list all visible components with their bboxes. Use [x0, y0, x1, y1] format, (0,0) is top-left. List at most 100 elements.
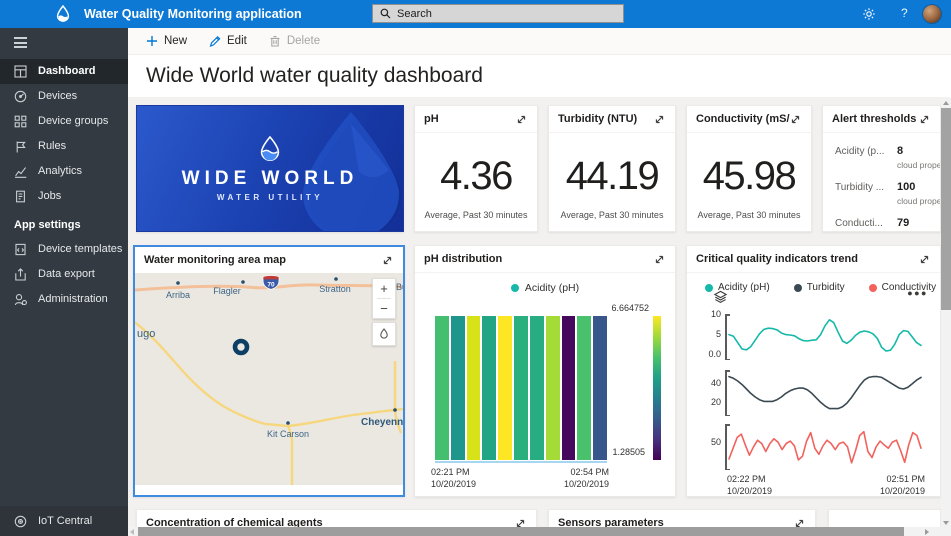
kpi-tile-conductivity[interactable]: Conductivity (mS/... 45.98 Average, Past… [686, 105, 812, 232]
map-location-control[interactable] [372, 322, 396, 346]
top-app-bar: Water Quality Monitoring application Sea… [0, 0, 951, 28]
sidebar-item-device-templates[interactable]: Device templates [0, 237, 128, 262]
scroll-down-icon[interactable] [943, 521, 949, 525]
sidebar-item-data-export[interactable]: Data export [0, 262, 128, 287]
alert-value: 100 [897, 181, 916, 193]
page-header: Wide World water quality dashboard [128, 55, 951, 97]
sidebar-item-administration[interactable]: Administration [0, 287, 128, 312]
sidebar-item-rules[interactable]: Rules [0, 134, 128, 159]
sidebar-item-analytics[interactable]: Analytics [0, 159, 128, 184]
expand-icon[interactable] [919, 254, 931, 265]
scroll-right-icon[interactable] [925, 528, 929, 535]
heatmap-bar [514, 316, 528, 460]
device-templates-icon [14, 243, 27, 256]
kpi-value: 4.36 [440, 154, 513, 198]
edit-button[interactable]: Edit [209, 35, 247, 47]
search-icon [380, 8, 391, 19]
scroll-left-icon[interactable] [130, 528, 134, 535]
turbidity-mini-chart: 40 20 [695, 368, 934, 418]
vertical-scrollbar[interactable] [941, 97, 951, 536]
expand-icon[interactable] [794, 518, 806, 529]
expand-icon[interactable] [382, 255, 394, 266]
dashboard-icon [14, 64, 27, 78]
horizontal-scrollbar[interactable] [128, 527, 941, 536]
sidebar-item-label: Data export [38, 268, 95, 280]
app-logo-drop-icon [56, 5, 70, 22]
app-title: Water Quality Monitoring application [84, 7, 302, 21]
tile-title: Sensors parameters [558, 517, 664, 529]
expand-icon[interactable] [654, 114, 666, 125]
kpi-footer: Average, Past 30 minutes [424, 210, 528, 220]
alert-thresholds-tile[interactable]: Alert thresholds Acidity (p... 8 cloud p… [822, 105, 941, 232]
map-marker[interactable] [232, 338, 250, 356]
logo-line2: WATER UTILITY [216, 193, 324, 202]
horizontal-scroll-thumb[interactable] [138, 527, 904, 536]
ph-distribution-tile[interactable]: pH distribution Acidity (pH) 02:21 PM 10/… [414, 245, 676, 497]
kpi-footer: Average, Past 30 minutes [697, 210, 801, 220]
x-axis-end: 02:51 PM 10/20/2019 [879, 474, 925, 496]
sidebar-item-label: Device groups [38, 115, 109, 127]
map-label-cheyenne: Cheyenn [361, 417, 403, 428]
settings-gear-icon[interactable] [862, 7, 876, 21]
scroll-up-icon[interactable] [943, 101, 949, 105]
heatmap-bars [435, 316, 607, 460]
help-button[interactable]: ? [901, 6, 908, 20]
zoom-out-button[interactable]: − [380, 301, 388, 316]
expand-icon[interactable] [516, 114, 528, 125]
alert-row: Acidity (p... 8 cloud property [835, 146, 940, 171]
dashboard-canvas: WIDE WORLD WATER UTILITY pH 4.36 Average… [128, 97, 941, 536]
more-options-button[interactable]: ●●● [907, 288, 928, 298]
scale-min-label: 1.28505 [612, 447, 645, 457]
sidebar-item-device-groups[interactable]: Device groups [0, 109, 128, 134]
sidebar-item-label: Jobs [38, 190, 62, 202]
search-placeholder: Search [397, 7, 432, 20]
trend-tile[interactable]: Critical quality indicators trend Acidit… [686, 245, 941, 497]
vertical-scroll-thumb[interactable] [941, 108, 951, 310]
sidebar-item-label: Devices [38, 90, 78, 102]
alert-label: Acidity (p... [835, 146, 885, 157]
tile-title: pH [424, 113, 439, 125]
hamburger-menu-icon[interactable] [0, 28, 128, 59]
kpi-tile-turbidity[interactable]: Turbidity (NTU) 44.19 Average, Past 30 m… [548, 105, 676, 232]
expand-icon[interactable] [654, 254, 666, 265]
logo-lockup: WIDE WORLD WATER UTILITY [182, 135, 359, 202]
y-tick: 5 [715, 329, 721, 339]
x-axis-start: 02:21 PM 10/20/2019 [431, 467, 477, 489]
expand-icon[interactable] [515, 518, 527, 529]
new-button[interactable]: New [146, 35, 187, 47]
layers-icon[interactable] [713, 290, 728, 305]
search-input[interactable]: Search [372, 4, 624, 23]
shield-number: 70 [267, 281, 275, 288]
kpi-tile-ph[interactable]: pH 4.36 Average, Past 30 minutes [414, 105, 538, 232]
expand-icon[interactable] [790, 114, 802, 125]
legend-label: Conductivity [881, 282, 937, 293]
tile-title: Conductivity (mS/... [696, 113, 790, 125]
heatmap-bar [498, 316, 513, 460]
legend-label: Turbidity [806, 282, 845, 293]
sidebar-item-dashboard[interactable]: Dashboard [0, 58, 128, 84]
pencil-icon [209, 35, 221, 47]
y-tick: 50 [710, 437, 721, 447]
x-axis-end: 02:54 PM 10/20/2019 [563, 467, 609, 489]
expand-icon[interactable] [919, 114, 931, 125]
logo-line1: WIDE WORLD [181, 168, 359, 189]
heatmap-bar [450, 316, 465, 460]
sidebar-item-devices[interactable]: Devices [0, 84, 128, 109]
legend-dot [868, 283, 877, 292]
map-label-arriba: Arriba [166, 290, 190, 300]
legend-label: Acidity (pH) [524, 282, 580, 294]
user-avatar[interactable] [922, 4, 942, 24]
alert-label: Conducti... [835, 218, 883, 229]
sidebar-item-jobs[interactable]: Jobs [0, 184, 128, 209]
edit-button-label: Edit [227, 35, 247, 47]
y-tick: 40 [710, 378, 721, 388]
logo-tile[interactable]: WIDE WORLD WATER UTILITY [136, 105, 404, 232]
zoom-in-button[interactable]: + [380, 281, 388, 296]
map-tile[interactable]: Water monitoring area map Arriba Flagler… [133, 245, 405, 497]
scale-max-label: 6.664752 [611, 303, 649, 313]
delete-button[interactable]: Delete [269, 35, 320, 47]
alert-sub: cloud property [897, 196, 941, 206]
sidebar-footer-iot-central[interactable]: IoT Central [0, 506, 128, 536]
sidebar-item-label: Dashboard [38, 65, 96, 77]
map-canvas[interactable]: Arriba Flagler Stratton Bu ugo Kit Carso… [135, 273, 403, 485]
